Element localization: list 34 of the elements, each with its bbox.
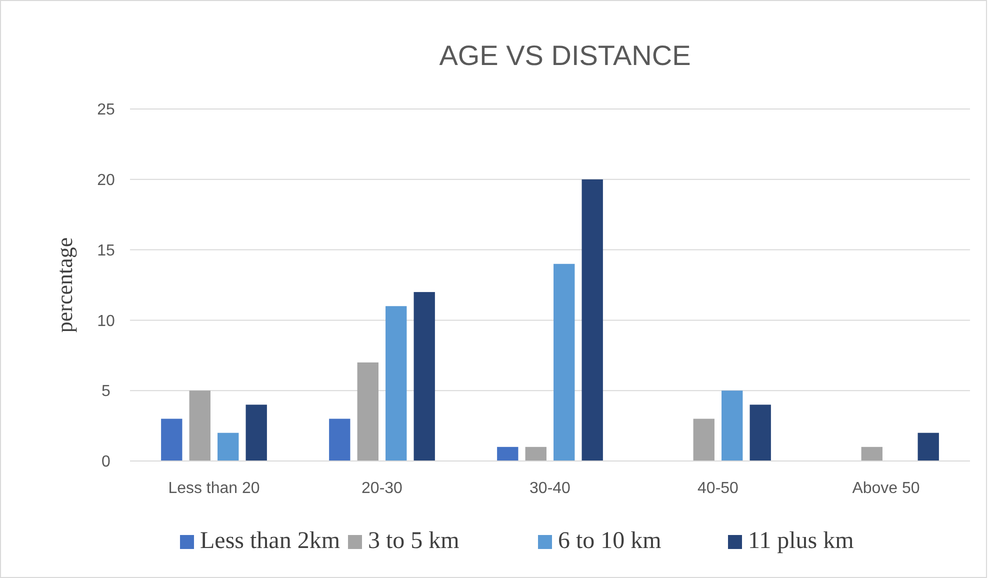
bar (189, 390, 210, 461)
y-tick-label: 5 (102, 383, 111, 400)
bar (218, 432, 239, 461)
y-axis-title: percentage (52, 237, 77, 333)
bar (525, 446, 546, 461)
bar (161, 418, 182, 461)
y-tick-label: 15 (97, 242, 115, 260)
y-tick-label: 0 (102, 454, 111, 471)
bar (246, 404, 267, 461)
bar (722, 390, 743, 461)
bar (582, 179, 603, 461)
bar (861, 446, 882, 461)
bar (414, 292, 435, 461)
bar (750, 404, 771, 461)
legend-label: Less than 2km (200, 528, 340, 554)
legend-label: 11 plus km (748, 528, 854, 554)
bar (918, 432, 939, 461)
y-tick-label: 20 (97, 172, 115, 189)
x-tick-label: 30-40 (530, 480, 571, 497)
bar (554, 264, 575, 461)
x-tick-label: 20-30 (362, 480, 403, 497)
y-tick-label: 10 (97, 312, 115, 330)
bar (693, 418, 714, 461)
x-tick-label: Above 50 (852, 480, 920, 497)
x-tick-label: Less than 20 (168, 480, 260, 497)
chart-title: AGE VS DISTANCE (439, 40, 691, 71)
bar (329, 418, 350, 461)
bar (357, 362, 378, 461)
x-tick-label: 40-50 (698, 480, 739, 497)
legend-label: 6 to 10 km (558, 528, 662, 554)
bar (497, 446, 518, 461)
legend-label: 3 to 5 km (368, 528, 460, 554)
y-tick-label: 25 (97, 102, 115, 119)
bar (386, 306, 407, 461)
